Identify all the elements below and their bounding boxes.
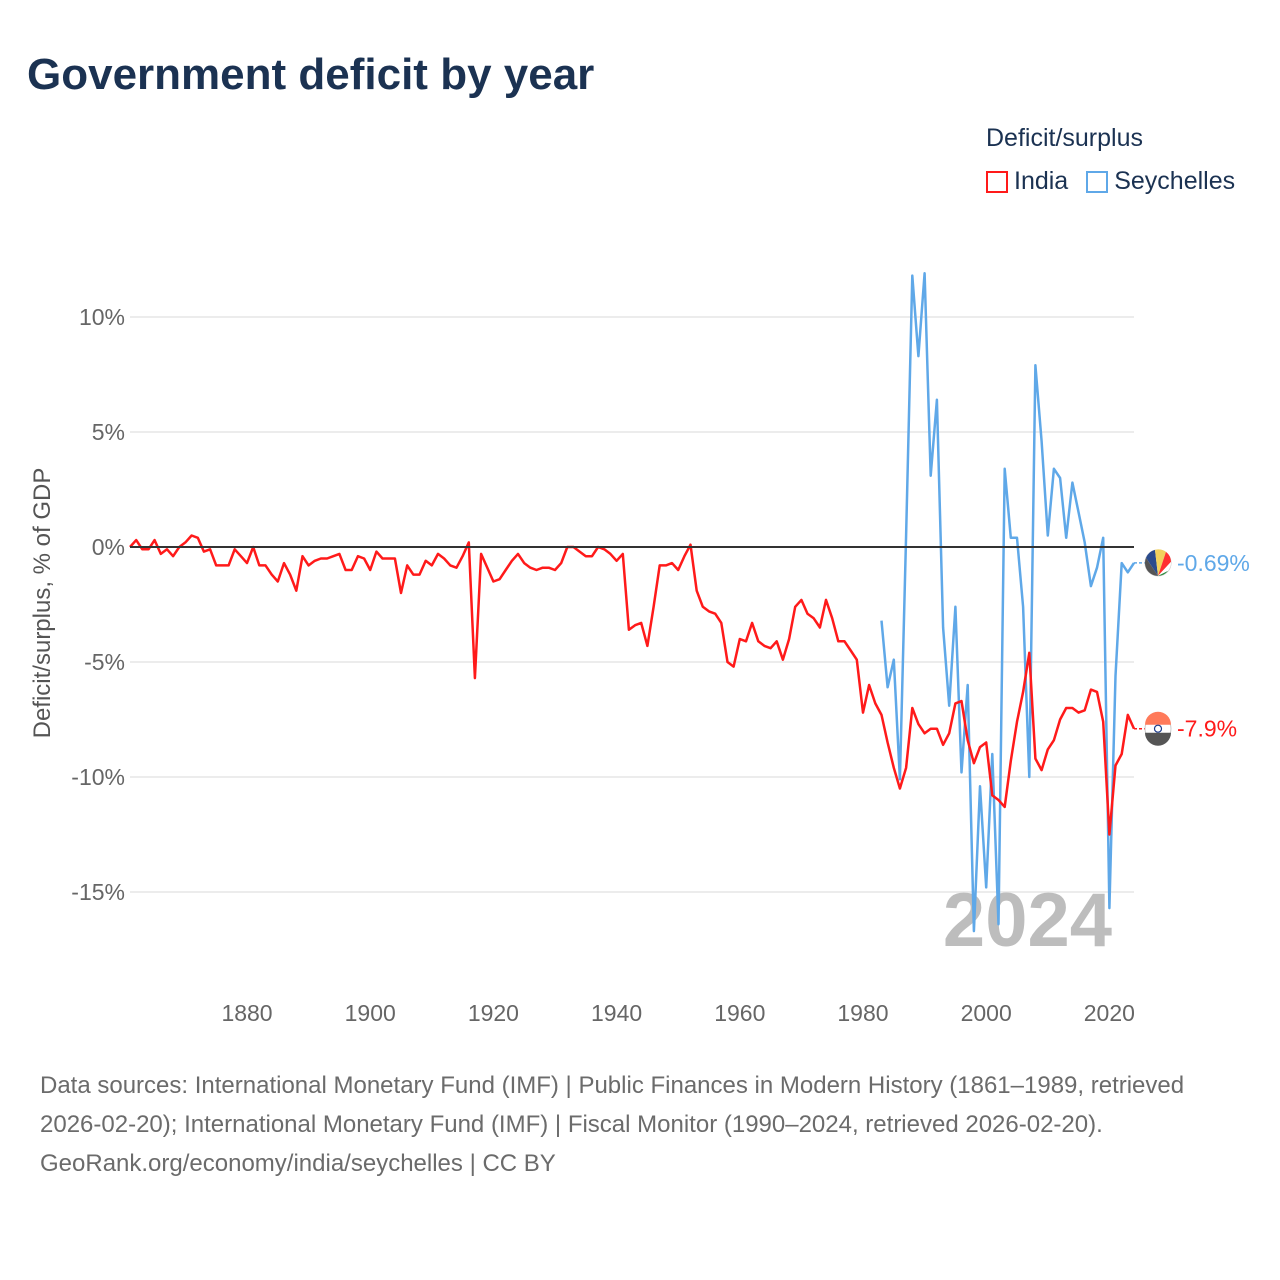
x-tick-label: 1940 [591,1000,642,1026]
y-tick-label: -15% [71,879,125,905]
y-tick-label: 5% [92,419,125,445]
chart-title: Government deficit by year [27,50,595,99]
x-tick-labels: 1880 1900 1920 1940 1960 1980 2000 2020 [221,1000,1135,1026]
legend-title: Deficit/surplus [986,124,1143,152]
series-lines [129,272,1136,933]
flag-icon-seychelles [1144,549,1172,577]
x-tick-label: 1880 [221,1000,272,1026]
end-labels: -7.9% -0.69% [1134,549,1250,746]
y-tick-label: 0% [92,534,125,560]
end-label-seychelles: -0.69% [1177,550,1250,576]
y-tick-labels: 10% 5% 0% -5% -10% -15% [71,304,125,905]
credit-link[interactable]: GeoRank.org/economy/india/seychelles | C… [40,1150,556,1177]
data-sources: Data sources: International Monetary Fun… [40,1072,1185,1138]
y-tick-label: 10% [79,304,125,330]
legend-item-seychelles[interactable]: Seychelles [1086,167,1235,196]
flag-icon-india [1144,711,1172,746]
y-axis-label: Deficit/surplus, % of GDP [29,468,56,739]
gridlines [130,316,1134,893]
x-tick-label: 2020 [1084,1000,1135,1026]
y-tick-label: -5% [84,649,125,675]
legend-label-seychelles: Seychelles [1114,167,1236,195]
legend-swatch-seychelles [1086,170,1109,193]
end-label-india: -7.9% [1177,716,1237,742]
year-watermark: 2024 [943,878,1112,963]
legend-swatch-india [986,170,1008,193]
legend-item-india[interactable]: India [986,167,1068,196]
x-tick-label: 1900 [345,1000,396,1026]
legend: Deficit/surplus India Seychelles [986,124,1235,196]
footer: Data sources: International Monetary Fun… [40,1066,1240,1183]
series-line-seychelles[interactable] [880,272,1136,933]
x-tick-label: 1960 [714,1000,765,1026]
y-tick-label: -10% [71,764,125,790]
x-tick-label: 2000 [961,1000,1012,1026]
series-line-india[interactable] [129,534,1136,836]
x-tick-label: 1920 [468,1000,519,1026]
legend-label-india: India [1014,167,1069,195]
x-tick-label: 1980 [837,1000,888,1026]
